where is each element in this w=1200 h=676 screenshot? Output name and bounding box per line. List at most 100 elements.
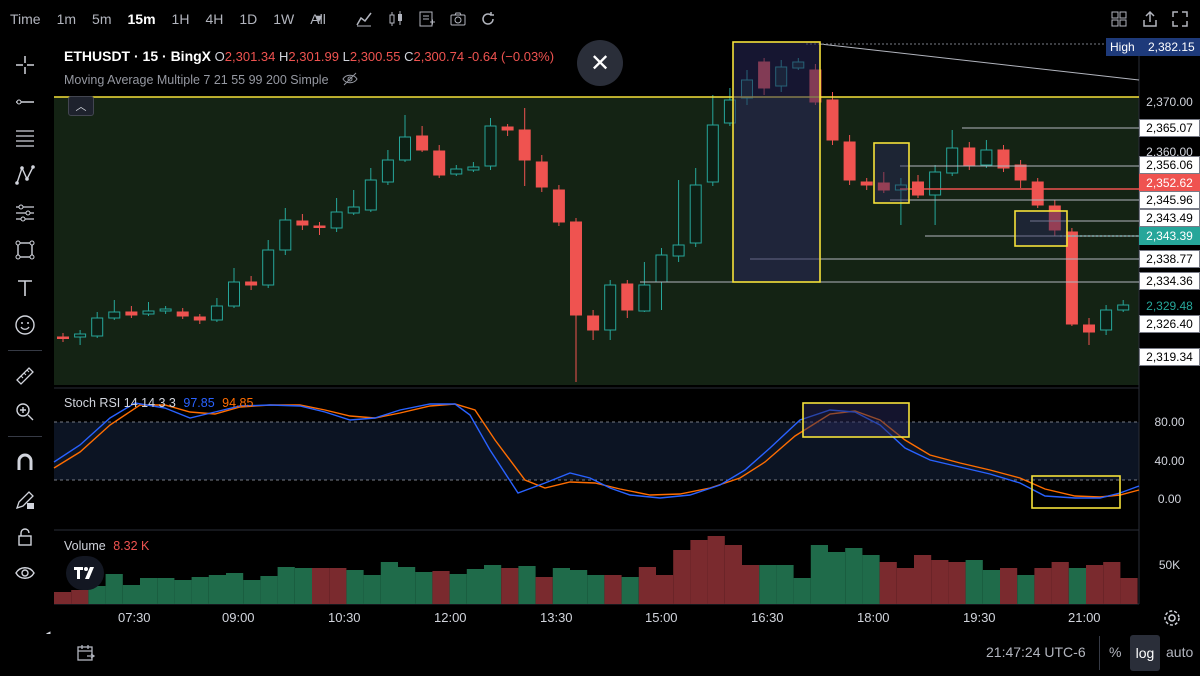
tf-5m[interactable]: 5m [92,11,112,27]
tf-15m[interactable]: 15m [127,11,156,27]
stoch-d-value: 94.85 [222,396,254,410]
close-icon: ✕ [589,49,611,77]
volume-bar [914,555,932,604]
pencil-lock-icon[interactable] [12,487,38,513]
candle [1083,318,1095,345]
pattern-icon[interactable] [12,162,38,188]
eye-icon[interactable] [12,560,38,586]
settings-gear-icon[interactable] [1162,608,1182,628]
candle [1014,160,1027,188]
volume-bar [948,562,966,604]
candle-body [484,125,497,167]
candle-body [108,311,121,319]
toolbar-divider [8,350,42,351]
candle [330,198,343,232]
tf-time[interactable]: Time [10,11,41,27]
measure-tool-icon[interactable] [12,200,38,226]
close-button[interactable]: ✕ [577,40,623,86]
candle-body [826,99,839,141]
time-label: 18:00 [857,610,890,625]
candle-body [552,189,565,223]
time-label: 12:00 [434,610,467,625]
candle-body [330,211,343,229]
shapes-icon[interactable] [12,237,38,263]
candle-body [262,249,275,286]
highlight-box [732,41,821,283]
high-tag-label: High [1106,40,1140,54]
candle-body [877,182,890,191]
date-range-icon[interactable] [76,643,96,666]
candle-body [860,181,873,186]
time-label: 07:30 [118,610,151,625]
stoch-band [54,422,1139,480]
lock-icon[interactable] [12,524,38,550]
crosshair-icon[interactable] [12,52,38,78]
ohlc-legend: ETHUSDT · 15 · BingX O2,301.34 H2,301.99… [64,48,554,64]
add-icon[interactable] [417,9,437,29]
symbol-title[interactable]: ETHUSDT · 15 · BingX [64,48,212,64]
volume-bar [810,545,828,604]
clock-display[interactable]: 21:47:24 UTC-6 [986,644,1086,660]
candle [570,218,582,382]
candle-body [1048,205,1061,231]
candle [381,150,394,185]
layout-icon[interactable] [1109,9,1129,29]
emoji-icon[interactable] [12,312,38,338]
tf-1h[interactable]: 1H [171,11,190,27]
ma-title: Moving Average Multiple 7 21 55 99 200 S… [64,72,329,87]
trend-line-icon[interactable] [12,89,38,115]
candle-body [894,184,907,191]
ruler-icon[interactable] [12,363,38,389]
candle [1117,300,1130,312]
price-level-2338: 2,338.77 [1139,250,1200,268]
volume-bar [828,552,846,604]
tf-all[interactable]: All [310,11,326,27]
auto-toggle[interactable]: auto [1166,644,1194,660]
candle-body [347,206,360,214]
candle [1100,305,1113,335]
replay-icon[interactable] [478,9,498,29]
magnet-icon[interactable] [12,449,38,475]
tf-4h[interactable]: 4H [205,11,224,27]
volume-bar [518,566,536,604]
volume-legend[interactable]: Volume 8.32 K [64,539,149,553]
candle-type-icon[interactable] [386,9,406,29]
tradingview-logo[interactable] [66,556,104,590]
zoom-icon[interactable] [12,399,38,425]
time-label: 16:30 [751,610,784,625]
volume-bar [793,578,811,604]
candle [313,222,326,235]
time-label: 09:00 [222,610,255,625]
ma-legend[interactable]: Moving Average Multiple 7 21 55 99 200 S… [64,72,358,89]
volume-bar [432,571,450,604]
candle-body [843,141,856,181]
tf-1w[interactable]: 1W [273,11,295,27]
tf-1d[interactable]: 1D [239,11,258,27]
stoch-legend[interactable]: Stoch RSI 14 14 3 3 97.85 94.85 [64,396,253,410]
chevron-down-icon[interactable]: ▼ [313,13,325,25]
candle [125,306,138,318]
highlight-box [1031,475,1121,509]
stoch-level-40: 40.00 [1154,454,1185,468]
tf-1m[interactable]: 1m [56,11,77,27]
volume-bar [484,565,502,604]
fullscreen-icon[interactable] [1170,9,1190,29]
volume-bars [54,536,1138,604]
share-icon[interactable] [1140,9,1160,29]
percent-toggle[interactable]: % [1109,644,1122,660]
eye-hidden-icon[interactable] [342,72,358,89]
chevron-left-icon[interactable]: ◂ [46,628,51,638]
price-level-2329: 2,329.48 [1146,299,1193,313]
log-toggle[interactable]: log [1130,635,1160,671]
drawing-toolbar: ◂ [0,38,51,675]
candle-body [1065,231,1078,325]
volume-bar [587,575,605,604]
collapse-button[interactable]: ︿ [68,96,94,116]
indicators-icon[interactable] [354,9,374,29]
text-icon[interactable] [12,275,38,301]
fib-icon[interactable] [12,125,38,151]
candle-body [210,305,223,321]
camera-icon[interactable] [448,9,468,29]
candle-body [467,166,480,171]
